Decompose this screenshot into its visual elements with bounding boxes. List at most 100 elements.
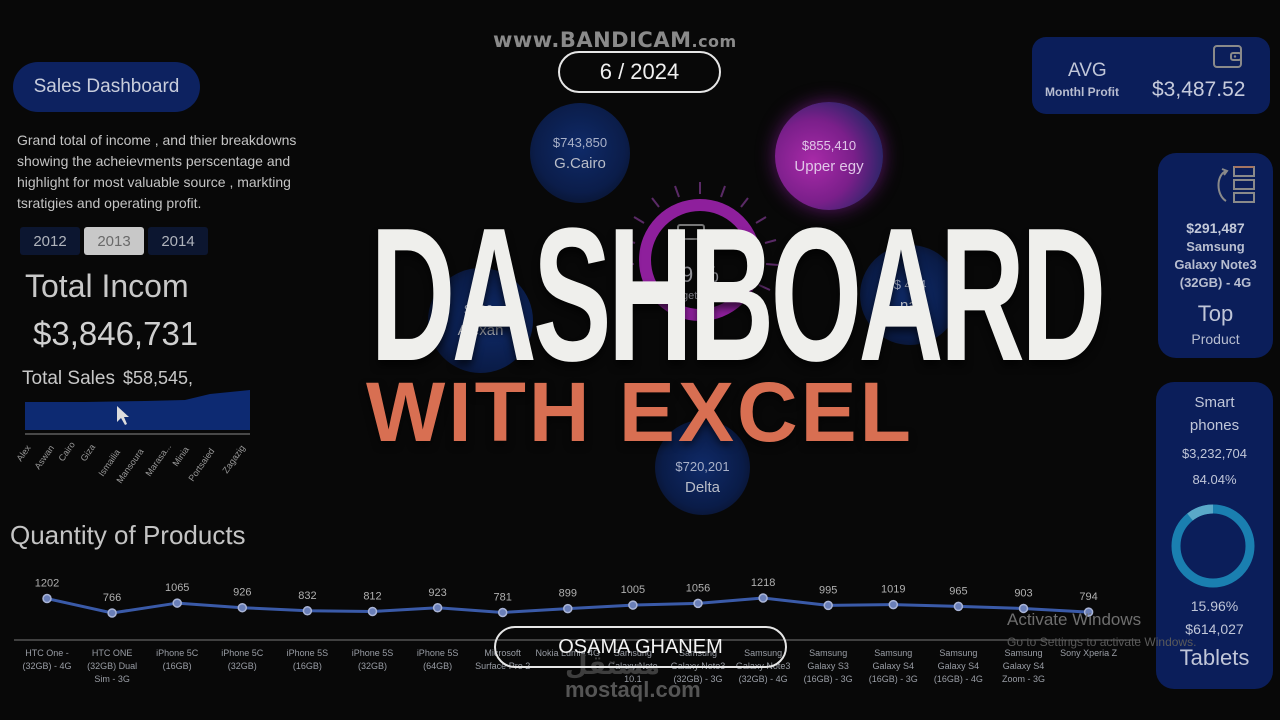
year-slicer: 2012 2013 2014 <box>20 227 208 255</box>
data-point <box>237 602 248 613</box>
tablets-amount: $614,027 <box>1185 621 1244 637</box>
bandicam-watermark: www.BANDICAM.com <box>493 28 737 52</box>
data-label: 899 <box>559 588 577 600</box>
total-income-value: $3,846,731 <box>33 315 199 352</box>
region-amount: $855,410 <box>801 137 857 153</box>
smartphones-title-1: Smart <box>1194 394 1235 411</box>
data-point <box>758 593 768 603</box>
svg-text:Portsaied: Portsaied <box>186 446 216 483</box>
svg-text:Minia: Minia <box>170 445 191 468</box>
money-icon <box>677 224 705 240</box>
svg-text:Aswan: Aswan <box>32 443 56 471</box>
data-point <box>888 599 899 610</box>
dashboard-title-button[interactable]: Sales Dashboard <box>13 62 200 112</box>
data-label: 1065 <box>165 582 189 594</box>
avg-subtitle: Monthl Profit <box>1045 85 1119 99</box>
year-2014-button[interactable]: 2014 <box>148 227 208 255</box>
region-alexandria-bubble: $730, Alexan <box>428 268 533 373</box>
region-name: nal <box>899 296 921 314</box>
gauge-percent: 9 % <box>681 262 719 287</box>
region-name: Upper egy <box>794 157 864 175</box>
category-donut-chart <box>1171 504 1255 588</box>
year-2012-button[interactable]: 2012 <box>20 227 80 255</box>
data-point <box>953 601 964 612</box>
product-label: Product <box>1191 331 1240 347</box>
region-amount: $730, <box>464 302 497 317</box>
total-sales-label: Total Sales <box>22 368 115 389</box>
gauge-label: get ved <box>681 290 719 302</box>
data-label: 1019 <box>881 584 905 596</box>
x-axis-label: HTC ONE (32GB) Dual Sim - 3G <box>87 648 138 684</box>
data-label: 832 <box>298 590 316 602</box>
tablets-title: Tablets <box>1179 645 1250 670</box>
data-point <box>497 607 508 618</box>
date-pill: 6 / 2024 <box>558 51 721 93</box>
region-canal-bubble: $ 484 nal <box>860 245 960 345</box>
data-point <box>302 606 313 616</box>
data-label: 766 <box>103 592 121 604</box>
data-point <box>432 603 443 613</box>
region-delta-bubble: $720,201 Delta <box>655 420 750 515</box>
wallet-icon <box>1213 45 1242 68</box>
year-2013-button[interactable]: 2013 <box>84 227 144 255</box>
avg-monthly-profit-card <box>1032 37 1270 114</box>
x-axis-label: iPhone 5C (32GB) <box>221 648 264 671</box>
data-point <box>42 593 52 604</box>
data-point <box>1083 607 1094 617</box>
mouse-cursor-icon <box>117 406 129 425</box>
mostaql-logo-arabic: مستقل <box>565 650 661 680</box>
data-point <box>107 608 117 618</box>
data-label: 781 <box>494 592 512 604</box>
x-axis-label: iPhone 5S (16GB) <box>286 648 329 671</box>
top-product-name: Samsung Galaxy Note3 (32GB) - 4G <box>1158 238 1273 292</box>
author-pill: OSAMA GHANEM <box>494 626 787 668</box>
region-name: Alexan <box>457 322 504 339</box>
target-achieved-gauge <box>621 182 779 321</box>
region-name: G.Cairo <box>554 154 606 172</box>
total-sales: Total Sales $58,545, <box>22 368 193 390</box>
x-axis-label: Samsung Galaxy S4 (16GB) - 3G <box>868 648 918 684</box>
data-point <box>823 600 833 611</box>
data-label: 812 <box>363 590 381 602</box>
activate-windows-title: Activate Windows <box>1007 610 1142 629</box>
svg-text:Marasa...: Marasa... <box>143 442 173 478</box>
data-label: 903 <box>1014 587 1032 599</box>
overlay-subtitle: WITH EXCEL <box>366 365 914 459</box>
city-axis: Alex Aswan Cairo Giza Ismailia Mansoura … <box>14 433 250 485</box>
smartphones-percent: 84.04% <box>1192 472 1237 487</box>
region-amount: $720,201 <box>675 459 730 474</box>
region-upper-egypt-bubble: $855,410 Upper egy <box>775 102 883 210</box>
top-label: Top <box>1197 301 1234 326</box>
data-point <box>367 606 378 617</box>
x-axis-label: iPhone 5S (32GB) <box>351 648 394 671</box>
city-sales-area-chart <box>25 390 250 430</box>
region-name: Delta <box>684 479 721 496</box>
svg-text:Giza: Giza <box>78 442 97 463</box>
data-point <box>693 598 703 609</box>
data-label: 965 <box>949 585 967 597</box>
quantity-line-chart: 1202 766 1065 926 832 812 923 781 899 1005 1056 121… <box>14 577 1140 641</box>
data-point <box>628 600 638 610</box>
data-label: 923 <box>428 587 446 599</box>
avg-title: AVG <box>1068 60 1107 81</box>
top-product-name-line: (32GB) - 4G <box>1179 275 1252 290</box>
dashboard-description: Grand total of income , and thier breakd… <box>17 132 297 211</box>
data-label: 1005 <box>621 584 645 596</box>
total-income-label: Total Incom <box>25 268 189 304</box>
tablets-percent: 15.96% <box>1190 598 1239 614</box>
x-axis-label: iPhone 5C (16GB) <box>156 648 199 671</box>
total-sales-value: $58,545, <box>122 368 194 388</box>
region-amount: $743,850 <box>552 134 608 150</box>
data-label: 1056 <box>686 582 710 594</box>
data-label: 794 <box>1079 591 1097 603</box>
x-axis-label: Nokia Lumia 4G <box>535 648 601 658</box>
data-point <box>172 598 182 608</box>
region-gcairo-bubble: $743,850 G.Cairo <box>530 103 630 203</box>
activate-windows-subtitle: Go to Settings to activate Windows. <box>1007 635 1197 649</box>
top-product-name-line: Samsung <box>1186 239 1245 254</box>
smartphones-amount: $3,232,704 <box>1181 446 1248 461</box>
svg-text:Zagazig: Zagazig <box>220 443 247 475</box>
top-product-name-line: Galaxy Note3 <box>1174 257 1257 272</box>
x-axis-label: iPhone 5S (64GB) <box>416 648 459 671</box>
x-axis-label: Samsung Galaxy S4 (16GB) - 4G <box>933 648 983 684</box>
